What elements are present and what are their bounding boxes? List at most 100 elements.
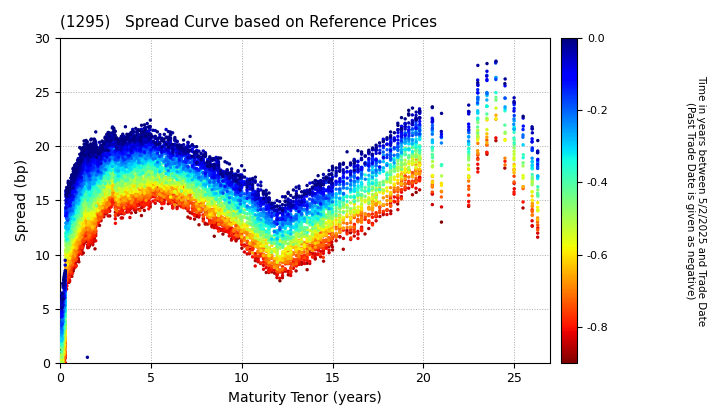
- Point: [63, 196, 74, 202]
- Point: [304, 258, 315, 265]
- Point: [363, 186, 374, 192]
- Point: [84, 205, 96, 211]
- Point: [76, 150, 88, 157]
- Point: [184, 170, 196, 177]
- Point: [76, 162, 88, 169]
- Point: [258, 227, 269, 234]
- Point: [202, 168, 213, 175]
- Point: [101, 169, 112, 176]
- Point: [111, 188, 122, 194]
- Point: [508, 124, 520, 131]
- Point: [186, 172, 198, 179]
- Point: [129, 165, 140, 171]
- Point: [304, 234, 315, 240]
- Point: [126, 134, 138, 140]
- Point: [78, 204, 90, 211]
- Point: [174, 179, 185, 186]
- Point: [255, 247, 266, 254]
- Point: [167, 164, 179, 171]
- Point: [261, 204, 272, 211]
- Point: [98, 193, 109, 200]
- Point: [121, 140, 132, 147]
- Point: [226, 212, 238, 218]
- Point: [178, 152, 189, 159]
- Point: [244, 197, 256, 204]
- Point: [163, 179, 174, 186]
- Point: [213, 191, 225, 198]
- Point: [154, 144, 166, 151]
- Point: [91, 216, 102, 223]
- Point: [112, 183, 124, 190]
- Point: [82, 194, 94, 201]
- Point: [407, 152, 418, 158]
- Point: [296, 245, 307, 252]
- Point: [84, 162, 95, 168]
- Point: [92, 161, 104, 168]
- Point: [169, 189, 181, 196]
- Point: [89, 176, 100, 182]
- Point: [63, 181, 75, 187]
- Point: [107, 125, 118, 131]
- Point: [236, 208, 248, 215]
- Point: [315, 232, 326, 239]
- Point: [108, 191, 120, 198]
- Point: [63, 261, 74, 268]
- Point: [85, 146, 96, 153]
- Point: [296, 189, 307, 195]
- Point: [94, 175, 105, 182]
- Point: [57, 360, 68, 366]
- Point: [403, 126, 415, 133]
- Point: [290, 240, 302, 247]
- Point: [143, 145, 154, 152]
- Point: [169, 142, 181, 149]
- Point: [154, 165, 166, 172]
- Point: [526, 165, 538, 172]
- Point: [152, 139, 163, 145]
- Point: [307, 192, 318, 199]
- Point: [66, 213, 77, 219]
- Point: [55, 323, 67, 330]
- Point: [108, 195, 120, 202]
- Point: [325, 226, 337, 233]
- Point: [312, 246, 324, 252]
- Point: [75, 222, 86, 228]
- Point: [78, 159, 89, 165]
- Point: [226, 216, 238, 223]
- Point: [73, 236, 85, 243]
- Point: [78, 206, 90, 213]
- Point: [138, 147, 149, 154]
- Point: [70, 236, 81, 242]
- Point: [290, 193, 302, 199]
- Point: [180, 173, 192, 179]
- Point: [82, 169, 94, 176]
- Point: [253, 222, 264, 229]
- Point: [99, 179, 111, 186]
- Point: [252, 212, 264, 218]
- Point: [356, 184, 367, 191]
- Point: [78, 207, 90, 213]
- Point: [75, 227, 86, 234]
- Point: [250, 252, 261, 258]
- Point: [255, 201, 266, 207]
- Point: [148, 174, 159, 181]
- Point: [80, 206, 91, 213]
- Point: [121, 178, 132, 185]
- Point: [152, 180, 163, 186]
- Point: [61, 237, 73, 244]
- Point: [71, 204, 82, 210]
- Point: [215, 171, 227, 178]
- Point: [156, 200, 168, 206]
- Point: [117, 190, 128, 197]
- Point: [178, 189, 189, 196]
- Point: [124, 162, 135, 168]
- Point: [76, 207, 87, 214]
- Point: [131, 156, 143, 163]
- Point: [143, 191, 155, 198]
- Point: [85, 225, 96, 231]
- Point: [296, 253, 307, 260]
- Point: [174, 199, 185, 205]
- Point: [60, 263, 72, 270]
- Point: [338, 160, 349, 166]
- Point: [403, 112, 415, 118]
- Point: [83, 210, 94, 217]
